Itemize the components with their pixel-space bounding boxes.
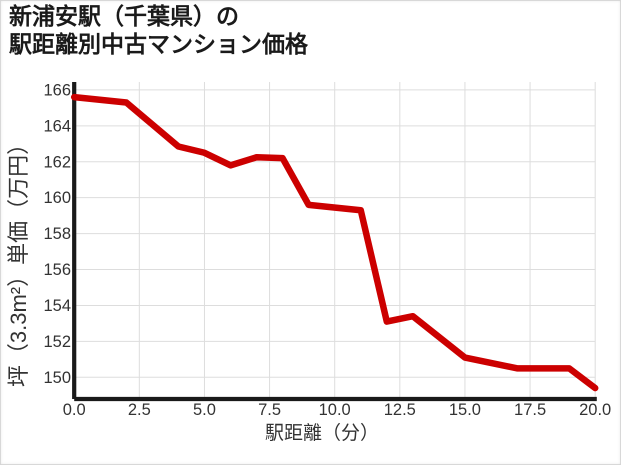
svg-text:7.5: 7.5 (258, 401, 281, 419)
svg-text:152: 152 (43, 333, 71, 351)
svg-text:166: 166 (43, 82, 71, 100)
svg-text:5.0: 5.0 (193, 401, 216, 419)
svg-text:150: 150 (43, 369, 71, 387)
svg-text:15.0: 15.0 (449, 401, 481, 419)
svg-text:20.0: 20.0 (579, 401, 611, 419)
svg-text:164: 164 (43, 117, 71, 135)
svg-text:坪（3.3m²）単価（万円）: 坪（3.3m²）単価（万円） (6, 133, 31, 387)
svg-text:0.0: 0.0 (63, 401, 86, 419)
svg-text:154: 154 (43, 297, 71, 315)
svg-text:10.0: 10.0 (319, 401, 351, 419)
svg-text:駅距離（分）: 駅距離（分） (265, 422, 379, 444)
svg-text:12.5: 12.5 (384, 401, 416, 419)
svg-text:17.5: 17.5 (514, 401, 546, 419)
svg-text:162: 162 (43, 153, 71, 171)
svg-text:2.5: 2.5 (128, 401, 151, 419)
svg-text:156: 156 (43, 261, 71, 279)
svg-text:158: 158 (43, 225, 71, 243)
svg-text:160: 160 (43, 189, 71, 207)
